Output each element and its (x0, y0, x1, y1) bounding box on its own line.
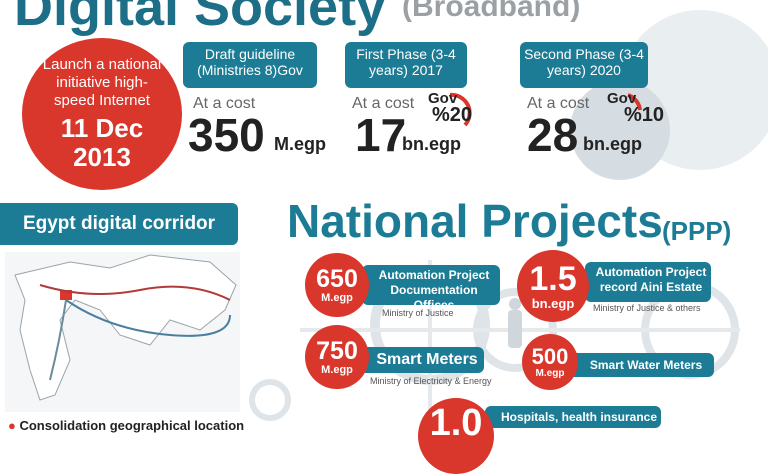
project-unit: M.egp (321, 291, 353, 304)
project-circle: 500 M.egp (522, 334, 578, 390)
project-amount: 1.0 (429, 402, 483, 444)
subtitle: (Broadband) (402, 0, 581, 23)
project-label: Hospitals, health insurance (485, 406, 661, 428)
cost-unit: bn.egp (583, 134, 642, 154)
gov-share: %10 (624, 104, 665, 126)
project-ministry: Ministry of Justice & others (593, 303, 701, 313)
launch-text: Launch a national initiative high-speed … (42, 56, 162, 110)
project-unit: M.egp (321, 363, 353, 376)
project-circle: 1.0 (418, 398, 494, 474)
title: Digital Society (14, 0, 387, 37)
gov-share: %20 (432, 104, 473, 126)
projects-title: National Projects (287, 195, 663, 247)
cost: 17 (355, 109, 407, 161)
project-label: Smart Water Meters (568, 353, 714, 377)
project-amount: 750 (316, 336, 358, 365)
project-unit: M.egp (535, 367, 565, 379)
corridor-note: ● Consolidation geographical location (8, 418, 245, 433)
project-label: Automation Project record Aini Estate (585, 262, 711, 302)
project-circle: 650 M.egp (305, 253, 369, 317)
gov-label: Gov (428, 90, 458, 107)
launch-date: 11 Dec 2013 (60, 113, 144, 172)
project-amount: 500 (531, 343, 569, 369)
cost-label: At a cost (527, 95, 590, 112)
gov-label: Gov (607, 90, 637, 107)
cost-unit: bn.egp (402, 134, 461, 154)
cost-label: At a cost (193, 95, 256, 112)
launch-circle: Launch a national initiative high-speed … (22, 38, 182, 190)
background-art (5, 10, 768, 421)
cost-label: At a cost (352, 95, 415, 112)
phase-label: Draft guideline (Ministries 8)Gov (183, 42, 317, 88)
project-circle: 1.5 bn.egp (517, 250, 589, 322)
cost: 350 (188, 109, 265, 161)
project-ministry: Ministry of Electricity & Energy (370, 376, 492, 386)
cost: 28 (527, 109, 579, 161)
phase-label: First Phase (3-4 years) 2017 (345, 42, 467, 88)
project-amount: 650 (316, 264, 358, 293)
project-label: Smart Meters (360, 347, 484, 373)
corridor-note-text: Consolidation geographical location (19, 418, 245, 433)
project-ministry: Ministry of Justice (382, 308, 454, 318)
cost-unit: M.egp (274, 134, 326, 154)
phase-label: Second Phase (3-4 years) 2020 (520, 42, 648, 88)
project-amount: 1.5 (529, 259, 577, 298)
project-unit: bn.egp (531, 295, 575, 311)
project-circle: 750 M.egp (305, 325, 369, 389)
project-label: Automation Project Documentation Offices (362, 265, 500, 312)
projects-subtitle: (PPP) (662, 216, 732, 246)
corridor-title: Egypt digital corridor (0, 203, 238, 245)
